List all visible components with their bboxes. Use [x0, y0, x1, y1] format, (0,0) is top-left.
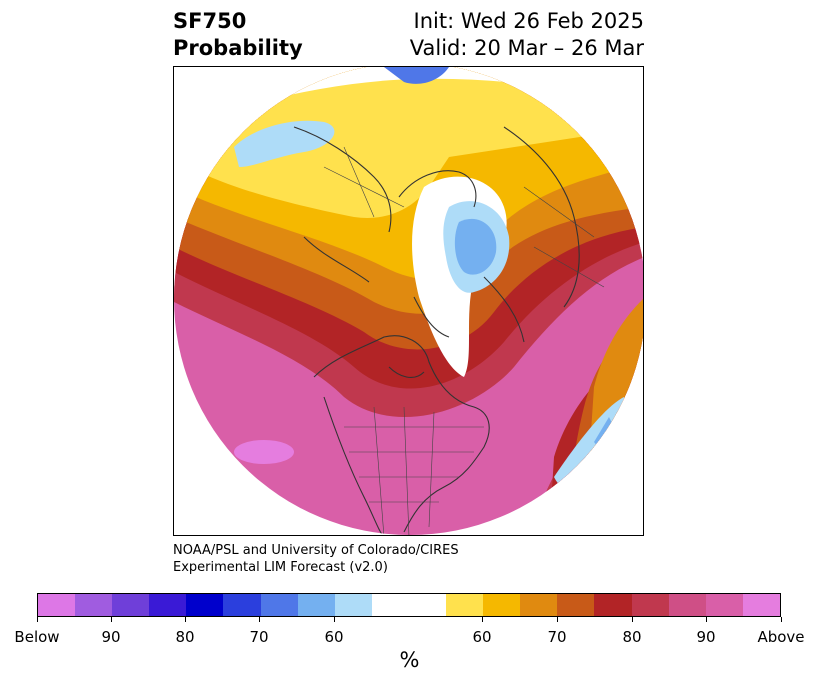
colorbar-tick-mark	[259, 617, 260, 622]
colorbar-segment	[483, 594, 521, 616]
colorbar-unit-label: %	[399, 648, 420, 672]
colorbar-segment	[186, 594, 224, 616]
colorbar-tick-label: 80	[622, 628, 642, 646]
colorbar-tick-mark	[706, 617, 707, 622]
colorbar-tick-label: Below	[14, 628, 60, 646]
colorbar-tick-mark	[632, 617, 633, 622]
colorbar-tick-mark	[185, 617, 186, 622]
title-line-variable: SF750	[173, 9, 247, 33]
colorbar-segment	[668, 594, 706, 616]
colorbar-tick-label: 60	[324, 628, 344, 646]
colorbar-tick-mark	[37, 617, 38, 622]
credit-line-2: Experimental LIM Forecast (v2.0)	[173, 560, 388, 575]
colorbar-tick-label: 90	[101, 628, 121, 646]
colorbar-tick-mark	[781, 617, 782, 622]
shade-below-top	[384, 67, 449, 84]
colorbar-segment	[223, 594, 261, 616]
colorbar-segment	[149, 594, 187, 616]
colorbar-segment	[446, 594, 484, 616]
colorbar-tick-mark	[482, 617, 483, 622]
colorbar-tick-mark	[111, 617, 112, 622]
colorbar-segment	[742, 594, 780, 616]
colorbar-tick-label: 80	[175, 628, 195, 646]
colorbar-tick-label: 70	[547, 628, 567, 646]
shade-below-60-west	[234, 120, 335, 167]
colorbar	[37, 593, 781, 617]
colorbar-segment	[260, 594, 298, 616]
colorbar-tick-mark	[334, 617, 335, 622]
colorbar-segment	[631, 594, 669, 616]
colorbar-segment	[520, 594, 558, 616]
valid-range: Valid: 20 Mar – 26 Mar	[409, 36, 644, 60]
credit-line-1: NOAA/PSL and University of Colorado/CIRE…	[173, 543, 459, 558]
polar-map-svg	[174, 67, 643, 535]
forecast-dates: Init: Wed 26 Feb 2025 Valid: 20 Mar – 26…	[410, 8, 644, 62]
colorbar-segment	[75, 594, 113, 616]
colorbar-segment	[557, 594, 595, 616]
colorbar-tick-label: Above	[757, 628, 805, 646]
init-date: Init: Wed 26 Feb 2025	[413, 9, 644, 33]
colorbar-segment	[112, 594, 150, 616]
colorbar-tick-mark	[557, 617, 558, 622]
shade-yellow	[174, 67, 643, 218]
colorbar-segment	[297, 594, 335, 616]
colorbar-tick-label: 90	[696, 628, 716, 646]
colorbar-tick-label: 60	[472, 628, 492, 646]
colorbar-segment	[371, 594, 447, 616]
map-title: SF750 Probability	[173, 8, 303, 62]
colorbar-tick-label: 70	[249, 628, 269, 646]
colorbar-segment	[38, 594, 76, 616]
shade-below-70	[454, 218, 497, 275]
credit-text: NOAA/PSL and University of Colorado/CIRE…	[173, 542, 459, 576]
title-line-type: Probability	[173, 36, 303, 60]
colorbar-segment	[594, 594, 632, 616]
forecast-map	[173, 66, 644, 536]
colorbar-segment	[334, 594, 372, 616]
shade-above-max	[234, 440, 294, 464]
colorbar-segment	[705, 594, 743, 616]
